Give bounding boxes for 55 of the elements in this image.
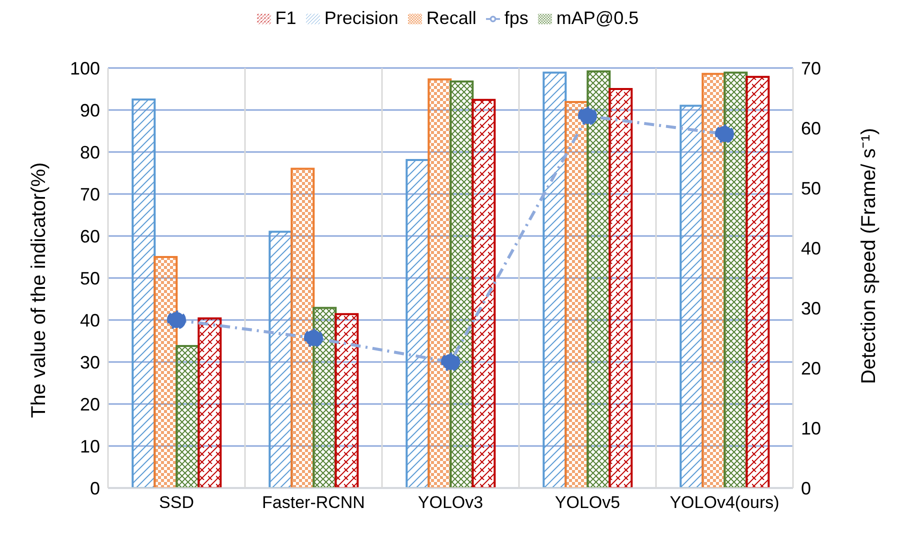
bar	[702, 72, 726, 488]
y-tick-label: 0	[90, 478, 100, 498]
point	[304, 328, 323, 348]
bar	[542, 72, 567, 488]
point	[578, 106, 597, 126]
y2-tick-label: 60	[801, 118, 822, 138]
x-tick-label: YOLOv4(ours)	[670, 493, 780, 512]
point	[715, 124, 734, 144]
legend-label: F1	[275, 8, 296, 28]
y-tick-label: 70	[80, 184, 100, 204]
y2-tick-label: 70	[801, 58, 822, 78]
bar	[132, 98, 156, 488]
bar	[608, 88, 633, 488]
bar	[290, 168, 315, 488]
y-tick-label: 90	[80, 100, 100, 120]
y2-tick-label: 40	[801, 238, 822, 258]
x-tick-label: YOLOv5	[554, 493, 620, 512]
y2-tick-label: 0	[801, 478, 812, 498]
bar	[564, 101, 589, 488]
y-tick-label: 10	[80, 436, 100, 456]
legend-label: mAP@0.5	[556, 8, 639, 28]
y-tick-label: 80	[80, 142, 100, 162]
bar	[176, 345, 200, 488]
y-tick-label: 40	[80, 310, 100, 330]
bar	[428, 78, 452, 488]
y-tick-label: 20	[80, 394, 100, 414]
y2-tick-label: 20	[801, 358, 822, 378]
y2-tick-label: 50	[801, 178, 822, 198]
x-tick-label: SSD	[159, 493, 194, 512]
x-tick-label: Faster-RCNN	[262, 493, 365, 512]
bar	[680, 104, 704, 488]
bar	[198, 317, 222, 488]
bar	[746, 76, 770, 488]
bar	[472, 98, 496, 488]
bar	[450, 80, 474, 488]
x-tick-label: YOLOv3	[418, 493, 484, 512]
y2-tick-label: 10	[801, 418, 822, 438]
legend-label: fps	[504, 8, 528, 28]
y-tick-label: 50	[80, 268, 100, 288]
y-tick-label: 100	[70, 58, 100, 78]
bar	[154, 256, 178, 488]
bar	[268, 230, 293, 488]
bar	[334, 313, 359, 488]
y-tick-label: 60	[80, 226, 100, 246]
y-tick-label: 30	[80, 352, 100, 372]
bar	[724, 72, 748, 488]
y-axis-title: The value of the indicator(%)	[28, 162, 50, 418]
bar	[586, 70, 611, 488]
bar	[406, 158, 430, 488]
y2-tick-label: 30	[801, 298, 822, 318]
point	[167, 310, 186, 330]
y2-axis-title: Detection speed (Frame/ s⁻¹)	[858, 128, 880, 384]
legend-label: Precision	[324, 8, 398, 28]
legend-label: Recall	[426, 8, 476, 28]
point	[441, 352, 460, 372]
